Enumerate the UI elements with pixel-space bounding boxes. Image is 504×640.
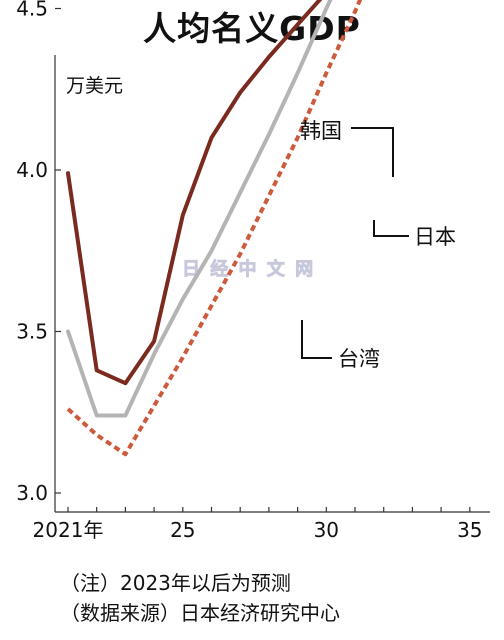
y-tick-label: 3.5 [16,320,48,344]
korea-series-line [66,0,333,418]
x-tick-label: 30 [314,518,339,542]
y-axis-ticks: 3.03.54.04.55.05.5 [16,0,61,505]
y-axis-unit-label: 万美元 [66,75,123,97]
korea-callout-line [351,127,394,177]
x-axis-ticks: 2021年 25 30 35 [33,507,483,542]
source-note: （数据来源）日本经济研究中心 [60,601,340,625]
korea-series-label: 韩国 [300,119,342,143]
y-tick-label: 3.0 [16,481,48,505]
series-layer [66,0,363,457]
japan-callout-line [373,220,409,237]
x-tick-label: 35 [457,518,482,542]
x-tick-label: 25 [170,518,195,542]
taiwan-series-label: 台湾 [338,347,380,371]
y-tick-label: 4.5 [16,0,48,21]
forecast-note: （注）2023年以后为预测 [60,571,291,595]
x-tick-label: 2021年 [33,518,104,542]
taiwan-series-line [66,0,363,457]
watermark-text: 日 经 中 文 网 [182,258,315,280]
taiwan-callout-line [301,320,332,359]
y-tick-label: 4.0 [16,158,48,182]
japan-series-line [66,0,323,386]
footnotes: （注）2023年以后为预测 （数据来源）日本经济研究中心 [60,568,340,628]
japan-series-label: 日本 [414,225,456,249]
